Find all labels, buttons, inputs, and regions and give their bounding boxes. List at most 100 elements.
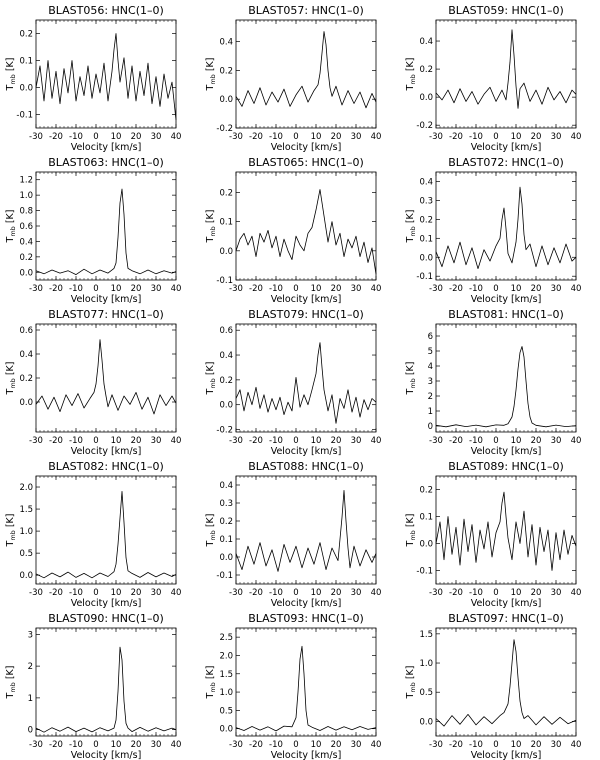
plot-frame: [435, 323, 577, 433]
y-axis-label: Tmb [K]: [5, 362, 17, 396]
spectrum-line: [235, 645, 377, 732]
x-tick-label: 10: [511, 284, 522, 294]
y-label-unit: [K]: [5, 210, 16, 227]
x-tick-label: 0: [493, 132, 498, 142]
x-tick-label: 10: [111, 436, 122, 446]
y-label-unit: [K]: [5, 362, 16, 379]
y-label-unit: [K]: [405, 514, 416, 531]
x-tick-label: 0: [493, 436, 498, 446]
spectrum-panel: BLAST081: HNC(1–0) -30 -20 -10 0 10 20 30 40 0 1 2 3…: [405, 308, 581, 457]
x-tick-label: 20: [531, 436, 542, 446]
y-label-unit: [K]: [205, 362, 216, 379]
plot-frame: [235, 323, 377, 433]
y-label-main: T: [405, 236, 416, 243]
x-tick-label: -20: [49, 740, 63, 750]
y-tick-label: -0.1: [16, 111, 33, 121]
y-tick-label: 0.0: [419, 540, 433, 550]
y-tick-label: 0.0: [419, 253, 433, 263]
x-tick-label: -10: [269, 436, 283, 446]
x-tick-label: 10: [311, 740, 322, 750]
y-label-sub: mb: [9, 378, 17, 388]
plot-frame: [35, 475, 177, 585]
x-tick-label: 20: [531, 284, 542, 294]
spectrum-line: [35, 490, 177, 579]
x-tick-label: 30: [351, 740, 362, 750]
x-tick-label: 30: [151, 284, 162, 294]
plot-frame: [35, 19, 177, 129]
y-tick-label: 1.5: [19, 505, 33, 515]
y-tick-label: 1.2: [19, 176, 33, 186]
y-tick-label: -0.1: [416, 272, 433, 282]
y-tick-label: 0.0: [219, 95, 233, 105]
x-tick-label: -30: [229, 132, 243, 142]
y-tick-label: 1: [428, 407, 433, 417]
y-label-unit: [K]: [405, 362, 416, 379]
y-tick-label: 2: [428, 392, 433, 402]
y-tick-label: 0.8: [19, 207, 33, 217]
y-tick-label: 0.1: [219, 535, 233, 545]
spectrum-line: [235, 342, 377, 424]
spectrum-panel: BLAST072: HNC(1–0) -30 -20 -10 0 10 20 30 40 -0.1…: [405, 156, 581, 305]
y-tick-label: -0.1: [216, 571, 233, 581]
y-tick-label: 0.0: [219, 553, 233, 563]
x-tick-label: 0: [293, 132, 298, 142]
y-tick-label: 1.5: [419, 630, 433, 640]
x-tick-label: -10: [469, 588, 483, 598]
y-tick-label: 0.1: [419, 513, 433, 523]
spectrum-line: [435, 639, 577, 727]
plot-frame: [235, 19, 377, 129]
y-tick-label: 4: [428, 362, 433, 372]
x-tick-label: 0: [93, 436, 98, 446]
x-tick-label: 0: [493, 284, 498, 294]
y-axis-label: Tmb [K]: [205, 514, 217, 548]
y-tick-label: 0.2: [419, 215, 433, 225]
x-tick-label: -30: [29, 436, 43, 446]
y-tick-label: 0.2: [219, 66, 233, 76]
x-axis-label: Velocity [km/s]: [471, 446, 542, 457]
y-tick-label: 0.0: [419, 717, 433, 727]
y-label-main: T: [205, 540, 216, 547]
x-tick-label: -10: [69, 740, 83, 750]
x-tick-label: 10: [111, 740, 122, 750]
spectrum-panel: BLAST089: HNC(1–0) -30 -20 -10 0 10 20 30 40 -0.1…: [405, 460, 581, 609]
x-tick-label: -30: [29, 284, 43, 294]
x-tick-label: -20: [249, 284, 263, 294]
y-tick-label: 2.0: [219, 651, 233, 661]
x-tick-label: 20: [131, 740, 142, 750]
y-label-unit: [K]: [5, 514, 16, 531]
panel-title: BLAST088: HNC(1–0): [248, 460, 364, 473]
y-label-main: T: [5, 236, 16, 243]
x-tick-label: -30: [429, 588, 443, 598]
x-tick-label: 0: [93, 284, 98, 294]
y-label-sub: mb: [209, 226, 217, 236]
panel-title: BLAST081: HNC(1–0): [448, 308, 564, 321]
y-label-unit: [K]: [5, 666, 16, 683]
y-axis-label: Tmb [K]: [405, 666, 417, 700]
y-axis-label: Tmb [K]: [405, 514, 417, 548]
y-label-unit: [K]: [405, 210, 416, 227]
x-tick-label: 40: [571, 284, 582, 294]
x-tick-label: -20: [49, 132, 63, 142]
y-label-main: T: [205, 388, 216, 395]
x-tick-label: 30: [351, 436, 362, 446]
x-tick-label: 30: [151, 740, 162, 750]
y-axis-label: Tmb [K]: [405, 210, 417, 244]
panel-title: BLAST089: HNC(1–0): [448, 460, 564, 473]
x-tick-label: -30: [29, 740, 43, 750]
y-tick-label: 2.0: [19, 483, 33, 493]
y-tick-label: 0.4: [219, 481, 233, 491]
x-tick-label: 40: [571, 588, 582, 598]
y-axis-label: Tmb [K]: [405, 362, 417, 396]
y-tick-label: 1.0: [419, 659, 433, 669]
y-tick-label: 0: [28, 726, 33, 736]
y-label-sub: mb: [9, 530, 17, 540]
y-axis-label: Tmb [K]: [205, 666, 217, 700]
y-tick-label: 3: [28, 630, 33, 640]
x-tick-label: 40: [571, 132, 582, 142]
y-tick-label: 3: [428, 377, 433, 387]
x-tick-label: 30: [351, 132, 362, 142]
x-tick-label: -20: [449, 436, 463, 446]
y-axis-label: Tmb [K]: [205, 210, 217, 244]
x-axis-label: Velocity [km/s]: [471, 750, 542, 760]
x-axis-label: Velocity [km/s]: [271, 750, 342, 760]
